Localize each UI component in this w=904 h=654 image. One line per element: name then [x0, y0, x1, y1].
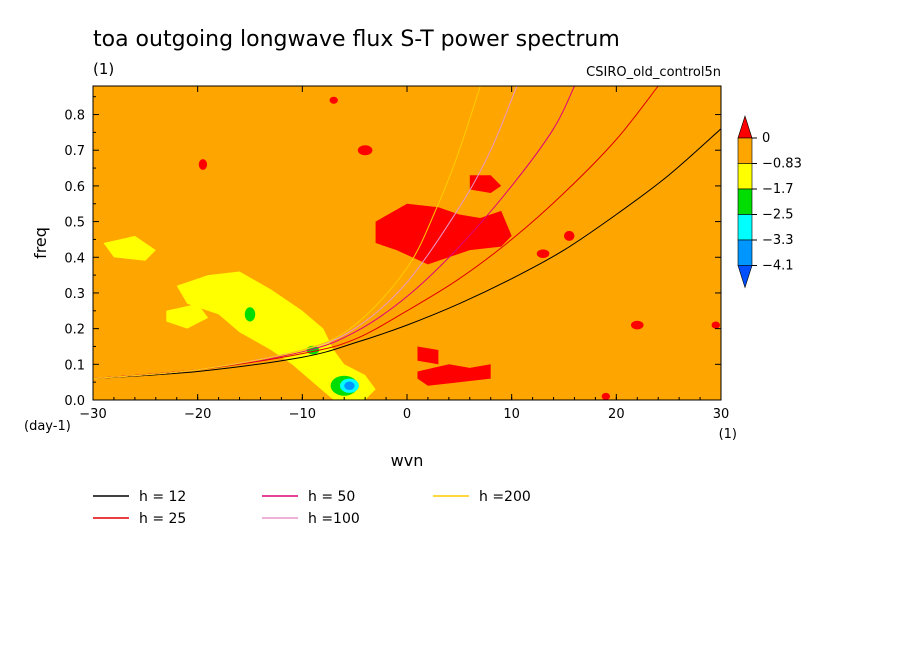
contour-regions — [103, 96, 720, 400]
legend-item-1: h = 25 — [93, 511, 186, 527]
legend-item-4: h =200 — [433, 489, 531, 505]
x-unit-label: (1) — [719, 427, 737, 442]
colorbar-label-3: −2.5 — [762, 208, 794, 223]
dispersion-curve-0 — [93, 128, 721, 380]
contour-region-15 — [564, 230, 575, 241]
colorbar-segment-5 — [737, 239, 753, 266]
colorbar-segment-2 — [737, 163, 753, 190]
colorbar-label-2: −1.7 — [762, 182, 794, 197]
contour-region-8 — [375, 203, 512, 265]
chart-subtitle: (1) — [93, 60, 114, 78]
y-tick-label-3: 0.3 — [64, 287, 85, 302]
contour-region-11 — [417, 364, 491, 386]
colorbar-segment-1 — [737, 137, 753, 164]
colorbar-segment-3 — [737, 188, 753, 215]
contour-region-9 — [469, 175, 502, 193]
contour-region-6 — [244, 307, 256, 322]
y-tick-label-1: 0.1 — [64, 358, 85, 373]
legend-item-3: h =100 — [262, 511, 360, 527]
contour-region-5 — [344, 381, 355, 391]
y-axis-label: freq — [31, 227, 50, 259]
colorbar-label-1: −0.83 — [762, 157, 802, 172]
colorbar: 0 −0.83 −1.7 −2.5 −3.3 −4.1 — [737, 115, 802, 289]
legend-label-3: h =100 — [308, 511, 360, 527]
y-tick-label-5: 0.5 — [64, 216, 85, 231]
y-tick-label-7: 0.7 — [64, 144, 85, 159]
contour-region-17 — [630, 320, 644, 330]
dataset-label: CSIRO_old_control5n — [586, 65, 721, 80]
x-tick-label-5: 20 — [608, 407, 625, 422]
legend-item-0: h = 12 — [93, 489, 186, 505]
legend-label-4: h =200 — [479, 489, 531, 505]
chart-title: toa outgoing longwave flux S-T power spe… — [93, 27, 620, 52]
x-tick-label-3: 0 — [403, 407, 411, 422]
contour-region-1 — [103, 235, 156, 261]
contour-region-16 — [536, 249, 550, 258]
x-tick-label-6: 30 — [713, 407, 730, 422]
x-tick-label-1: −20 — [184, 407, 211, 422]
dispersion-curves — [93, 86, 721, 380]
y-tick-label-8: 0.8 — [64, 109, 85, 124]
contour-region-0 — [176, 271, 376, 400]
contour-region-2 — [166, 303, 209, 329]
plot-area — [92, 85, 722, 401]
y-tick-label-4: 0.4 — [64, 251, 85, 266]
y-tick-label-2: 0.2 — [64, 323, 85, 338]
x-tick-label-4: 10 — [503, 407, 520, 422]
y-axis: 0.0 0.1 0.2 0.3 0.4 0.5 0.6 0.7 0.8 — [64, 96, 721, 409]
contour-region-18 — [601, 392, 611, 400]
legend-label-0: h = 12 — [139, 489, 186, 505]
x-tick-label-0: −30 — [79, 407, 106, 422]
contour-region-19 — [711, 321, 720, 329]
y-tick-label-0: 0.0 — [64, 394, 85, 409]
colorbar-top-arrow — [737, 115, 753, 139]
legend-label-1: h = 25 — [139, 511, 186, 527]
x-axis-label: wvn — [391, 451, 424, 470]
colorbar-label-0: 0 — [762, 131, 770, 146]
contour-region-14 — [329, 96, 338, 104]
dispersion-curve-4 — [93, 86, 481, 380]
colorbar-segment-4 — [737, 214, 753, 241]
x-tick-label-2: −10 — [289, 407, 316, 422]
colorbar-bottom-arrow — [737, 265, 753, 289]
colorbar-label-4: −3.3 — [762, 233, 794, 248]
legend: h = 12 h = 25 h = 50 h =100 h =200 — [93, 489, 531, 527]
y-unit-label: (day-1) — [24, 419, 71, 434]
colorbar-label-5: −4.1 — [762, 259, 794, 274]
y-tick-label-6: 0.6 — [64, 180, 85, 195]
contour-region-12 — [357, 145, 373, 156]
x-axis: −30 −20 −10 0 10 20 30 — [79, 86, 729, 422]
contour-region-13 — [198, 159, 208, 170]
contour-region-10 — [417, 346, 439, 365]
legend-item-2: h = 50 — [262, 489, 355, 505]
legend-label-2: h = 50 — [308, 489, 355, 505]
